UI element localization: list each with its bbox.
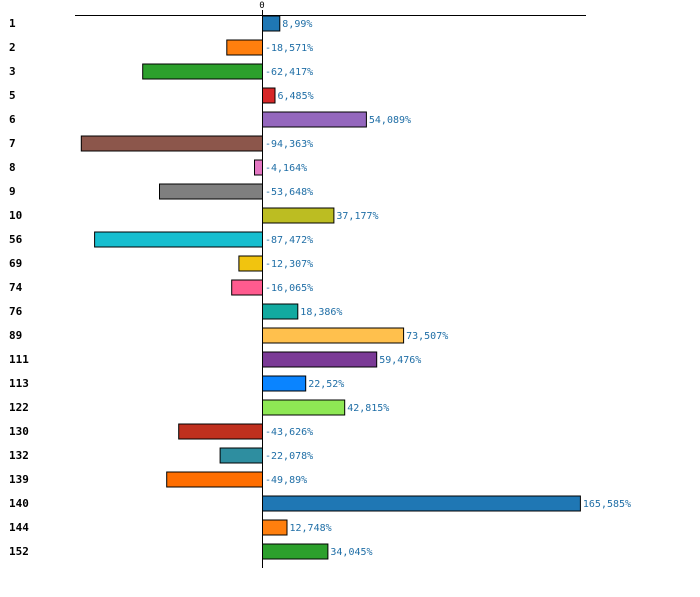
category-label-74: 74 xyxy=(9,281,23,294)
value-label-113: 22,52% xyxy=(308,379,344,390)
category-label-9: 9 xyxy=(9,185,16,198)
category-label-2: 2 xyxy=(9,41,16,54)
category-label-56: 56 xyxy=(9,233,23,246)
bar-69 xyxy=(238,255,263,272)
value-label-122: 42,815% xyxy=(347,403,389,414)
value-label-130: -43,626% xyxy=(265,427,313,438)
value-label-144: 12,748% xyxy=(290,523,332,534)
value-label-9: -53,648% xyxy=(265,187,313,198)
value-label-56: -87,472% xyxy=(265,235,313,246)
value-label-152: 34,045% xyxy=(330,547,372,558)
bar-122 xyxy=(262,399,346,416)
bar-152 xyxy=(262,543,329,560)
category-label-1: 1 xyxy=(9,17,16,30)
bar-3 xyxy=(142,63,263,80)
category-label-140: 140 xyxy=(9,497,29,510)
category-label-69: 69 xyxy=(9,257,22,270)
category-label-113: 113 xyxy=(9,377,29,390)
bar-74 xyxy=(231,279,263,296)
bar-113 xyxy=(262,375,307,392)
value-label-89: 73,507% xyxy=(406,331,448,342)
value-label-69: -12,307% xyxy=(265,259,313,270)
category-label-8: 8 xyxy=(9,161,16,174)
bar-132 xyxy=(219,447,264,464)
bar-144 xyxy=(262,519,288,536)
bar-89 xyxy=(262,327,405,344)
bar-8 xyxy=(254,159,263,176)
bar-6 xyxy=(262,111,367,128)
value-label-140: 165,585% xyxy=(583,499,631,510)
category-label-132: 132 xyxy=(9,449,29,462)
value-label-111: 59,476% xyxy=(379,355,421,366)
category-label-6: 6 xyxy=(9,113,16,126)
bar-130 xyxy=(178,423,263,440)
category-label-7: 7 xyxy=(9,137,16,150)
category-label-152: 152 xyxy=(9,545,29,558)
value-labels-group: 8,99% -18,571% -62,417% 6,485% 54,089% -94,36… xyxy=(265,19,631,558)
bar-76 xyxy=(262,303,299,320)
bar-9 xyxy=(159,183,263,200)
bar-56 xyxy=(94,231,263,248)
value-label-7: -94,363% xyxy=(265,139,313,150)
category-label-130: 130 xyxy=(9,425,29,438)
category-label-144: 144 xyxy=(9,521,29,534)
value-label-2: -18,571% xyxy=(265,43,313,54)
bar-5 xyxy=(262,87,276,104)
bar-140 xyxy=(262,495,581,512)
value-label-5: 6,485% xyxy=(278,91,314,102)
category-label-5: 5 xyxy=(9,89,16,102)
bar-2 xyxy=(226,39,264,56)
category-label-10: 10 xyxy=(9,209,22,222)
value-label-8: -4,164% xyxy=(265,163,307,174)
category-label-122: 122 xyxy=(9,401,29,414)
value-label-139: -49,89% xyxy=(265,475,307,486)
value-label-3: -62,417% xyxy=(265,67,313,78)
bar-111 xyxy=(262,351,378,368)
category-label-3: 3 xyxy=(9,65,16,78)
category-label-111: 111 xyxy=(9,353,29,366)
category-label-89: 89 xyxy=(9,329,22,342)
zero-tick-label: 0 xyxy=(259,1,264,11)
value-label-6: 54,089% xyxy=(369,115,411,126)
bars-group xyxy=(80,15,581,560)
bar-10 xyxy=(262,207,335,224)
bar-1 xyxy=(262,15,281,32)
value-label-10: 37,177% xyxy=(336,211,378,222)
bar-139 xyxy=(166,471,263,488)
category-label-139: 139 xyxy=(9,473,29,486)
value-label-74: -16,065% xyxy=(265,283,313,294)
category-label-76: 76 xyxy=(9,305,23,318)
value-label-132: -22,078% xyxy=(265,451,313,462)
bar-7 xyxy=(80,135,263,152)
value-label-76: 18,386% xyxy=(300,307,342,318)
value-label-1: 8,99% xyxy=(282,19,312,30)
category-labels-group: 1235678910566974768911111312213013213914… xyxy=(9,17,29,558)
